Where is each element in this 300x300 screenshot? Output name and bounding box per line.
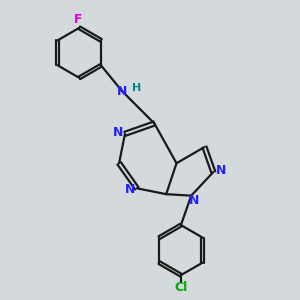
Text: H: H xyxy=(132,83,141,93)
Text: Cl: Cl xyxy=(174,281,188,294)
Text: N: N xyxy=(117,85,127,98)
Text: N: N xyxy=(189,194,200,207)
Text: F: F xyxy=(74,13,82,26)
Text: N: N xyxy=(125,183,136,196)
Text: N: N xyxy=(216,164,227,177)
Text: N: N xyxy=(113,126,124,139)
